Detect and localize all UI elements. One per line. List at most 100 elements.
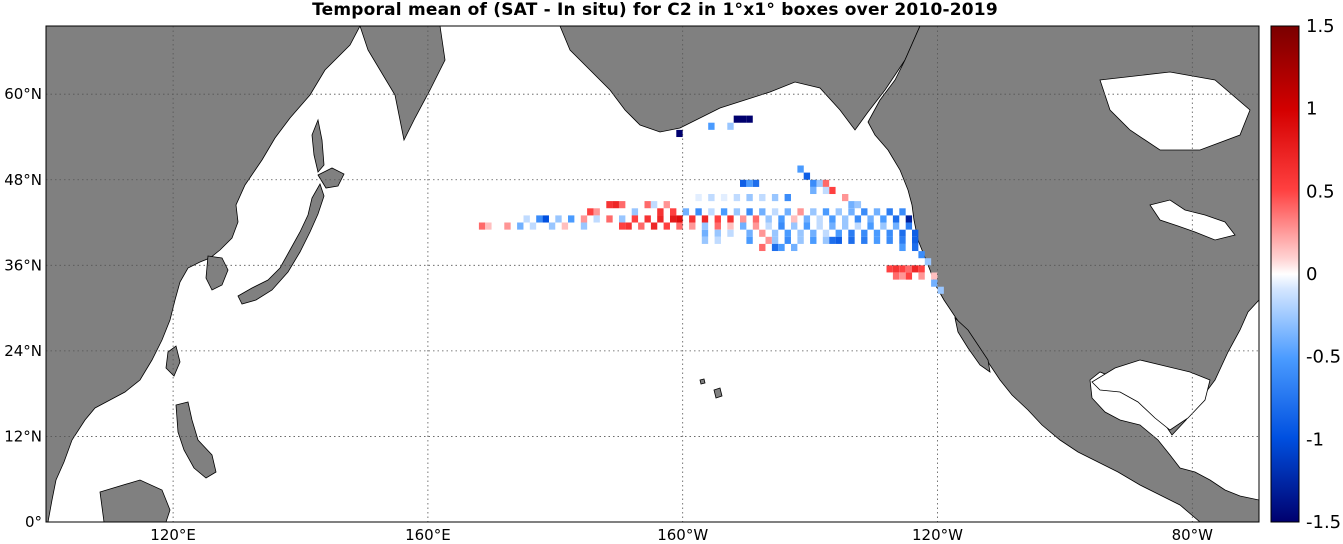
colorbar-tick-label: -0.5 [1306, 347, 1341, 368]
lon-label: 160°E [405, 526, 451, 544]
data-box [663, 201, 670, 209]
data-box [670, 215, 677, 223]
data-box [593, 215, 600, 223]
data-box [740, 215, 747, 223]
data-box [619, 201, 626, 209]
data-box [644, 201, 651, 209]
lat-label: 0° [25, 513, 42, 531]
graticule [46, 26, 1259, 522]
data-box [536, 215, 543, 223]
data-box [848, 208, 855, 216]
data-box [746, 115, 753, 123]
data-box [740, 222, 747, 230]
data-box [631, 215, 639, 223]
data-box [797, 229, 804, 237]
data-box [689, 222, 696, 230]
data-box [676, 215, 683, 223]
data-box [746, 236, 753, 244]
data-box [670, 208, 677, 216]
data-box [708, 208, 715, 216]
colorbar-tick-label: -1 [1306, 429, 1324, 450]
data-box [892, 265, 900, 273]
data-box [771, 243, 779, 252]
data-box [746, 194, 753, 202]
data-box [816, 215, 823, 223]
data-box [810, 186, 817, 195]
data-box [580, 215, 588, 223]
data-box [918, 251, 925, 259]
data-box [746, 179, 753, 187]
data-box [886, 208, 893, 216]
data-box [912, 265, 919, 273]
data-box [523, 215, 530, 223]
data-box [848, 229, 855, 237]
data-box [829, 186, 836, 195]
land-korea [205, 255, 229, 291]
data-box [727, 222, 734, 230]
water-gulf-mexico [1091, 359, 1211, 431]
data-box [765, 215, 772, 223]
data-box-layer [478, 115, 944, 294]
data-box [816, 179, 823, 187]
land-sakhalin [311, 118, 325, 173]
data-box [663, 222, 670, 230]
colorbar-tick-label: 0 [1306, 264, 1317, 285]
data-box [561, 222, 569, 230]
data-box [873, 236, 881, 244]
data-box [835, 236, 842, 244]
colorbar-tick-label: 1 [1306, 99, 1317, 120]
data-box [848, 236, 855, 244]
data-box [905, 215, 913, 223]
data-box [555, 215, 562, 223]
land-baja [954, 316, 991, 373]
land-kamchatka [359, 26, 446, 142]
lon-label: 160°W [657, 526, 708, 544]
data-box [765, 222, 772, 230]
lon-label: 120°W [912, 526, 963, 544]
data-box [625, 222, 632, 230]
data-box [861, 208, 868, 216]
data-box [886, 236, 893, 244]
data-box [803, 222, 811, 230]
data-box [867, 222, 874, 230]
data-box [924, 258, 932, 266]
data-box [478, 222, 486, 230]
data-box [644, 215, 651, 223]
data-box [784, 194, 791, 202]
data-box [759, 208, 766, 216]
lat-label: 36°N [4, 256, 42, 274]
data-box [835, 208, 842, 216]
data-box [727, 229, 734, 237]
data-box [803, 215, 811, 223]
data-box [905, 272, 913, 280]
data-box [752, 222, 760, 230]
data-box [771, 208, 779, 216]
data-box [771, 236, 779, 244]
data-box [619, 222, 626, 230]
data-box [873, 229, 881, 237]
data-box [880, 222, 887, 230]
land-philippines [175, 401, 217, 479]
data-box [892, 272, 900, 280]
data-box [689, 215, 696, 223]
data-box [676, 129, 683, 138]
data-box [899, 265, 906, 273]
data-box [912, 229, 919, 237]
data-box [892, 215, 900, 223]
data-box [733, 194, 741, 202]
land-layer [46, 26, 1259, 522]
data-box [822, 229, 830, 237]
data-box [568, 215, 575, 223]
data-box [899, 229, 906, 237]
data-box [746, 208, 753, 216]
map-frame [45, 25, 1260, 523]
data-box [791, 243, 798, 252]
data-box [822, 179, 830, 187]
data-box [797, 165, 804, 173]
data-box [714, 229, 721, 237]
data-box [810, 236, 817, 244]
data-box [733, 115, 741, 123]
land-japan [237, 183, 325, 305]
lon-label: 120°E [150, 526, 196, 544]
data-box [797, 208, 804, 216]
